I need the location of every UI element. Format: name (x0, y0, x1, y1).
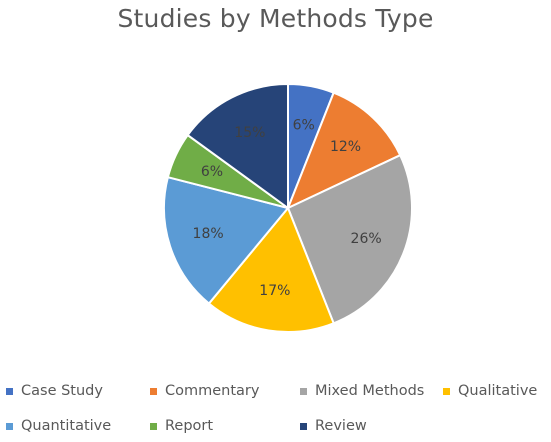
legend-swatch (6, 387, 13, 395)
legend-item-qualitative: Qualitative (443, 383, 537, 399)
legend-label: Qualitative (458, 383, 538, 399)
legend-label: Review (315, 418, 367, 434)
data-label-report: 6% (201, 164, 223, 180)
legend-swatch (150, 387, 157, 395)
legend-swatch (300, 387, 307, 395)
legend-swatch (6, 422, 13, 430)
legend-swatch (300, 422, 307, 430)
pie-slice-qualitative (207, 206, 335, 333)
pie-slice-mixed-methods (286, 153, 413, 325)
legend-label: Report (165, 418, 214, 434)
data-label-case-study: 6% (293, 117, 315, 133)
pie-slice-commentary (286, 91, 402, 210)
pie-slice-review (186, 82, 289, 210)
data-label-mixed-methods: 26% (351, 231, 382, 247)
legend-swatch (150, 422, 157, 430)
legend-label: Case Study (21, 383, 103, 399)
legend-swatch (443, 387, 450, 395)
data-label-review: 15% (234, 125, 265, 141)
data-label-qualitative: 17% (259, 283, 290, 299)
legend-item-review: Review (300, 418, 367, 434)
legend-item-report: Report (150, 418, 213, 434)
data-label-quantitative: 18% (193, 226, 224, 242)
chart-title: Studies by Methods Type (117, 4, 434, 33)
legend-label: Quantitative (21, 418, 112, 434)
legend-item-quantitative: Quantitative (6, 418, 111, 434)
legend-label: Commentary (165, 383, 260, 399)
legend-item-commentary: Commentary (150, 383, 259, 399)
legend-item-mixed-methods: Mixed Methods (300, 383, 424, 399)
data-label-commentary: 12% (330, 139, 361, 155)
legend-label: Mixed Methods (315, 383, 425, 399)
pie-chart: 6% 12% 26% 17% 18% 6% 15% (163, 82, 413, 333)
legend-item-case-study: Case Study (6, 383, 103, 399)
pie-slice-quantitative (163, 175, 290, 305)
